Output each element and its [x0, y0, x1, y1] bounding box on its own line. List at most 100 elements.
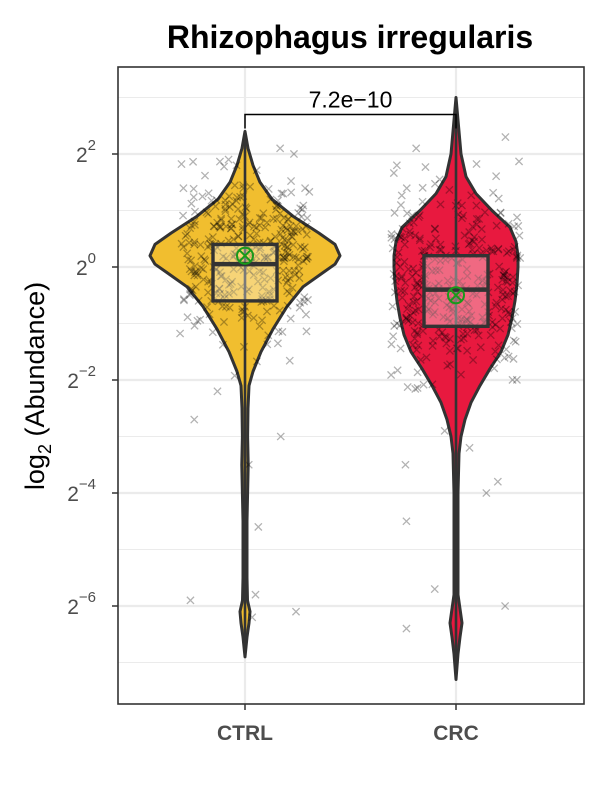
jitter-point-crc: [428, 380, 437, 389]
jitter-point-crc: [499, 271, 508, 280]
y-axis-label-subscript: 2: [35, 444, 55, 454]
jitter-point-crc: [507, 324, 516, 333]
jitter-point-crc: [504, 219, 513, 228]
jitter-point-ctrl: [274, 327, 283, 336]
jitter-point-ctrl: [219, 252, 228, 261]
jitter-point-crc: [469, 355, 478, 365]
jitter-point-ctrl: [203, 242, 213, 251]
jitter-point-crc: [477, 224, 486, 234]
jitter-point-crc: [509, 289, 518, 298]
mean-marker-crc: [447, 286, 465, 305]
jitter-point-crc: [426, 240, 436, 249]
jitter-point-ctrl: [185, 238, 194, 247]
jitter-point-ctrl: [191, 267, 200, 276]
jitter-point-crc: [409, 218, 418, 227]
jitter-point-crc: [405, 219, 414, 228]
jitter-point-crc: [404, 316, 413, 325]
jitter-point-ctrl: [227, 220, 236, 229]
jitter-point-crc: [470, 233, 479, 242]
jitter-point-crc: [482, 488, 491, 498]
jitter-point-ctrl: [288, 283, 297, 292]
jitter-point-crc: [496, 324, 505, 333]
jitter-point-ctrl: [269, 214, 278, 223]
jitter-point-crc: [472, 290, 481, 299]
jitter-point-ctrl: [255, 213, 264, 223]
box-ctrl: [211, 242, 279, 303]
jitter-point-ctrl: [279, 257, 288, 266]
jitter-point-ctrl: [219, 317, 229, 327]
jitter-point-ctrl: [234, 204, 243, 214]
jitter-point-ctrl: [283, 287, 292, 296]
jitter-point-crc: [389, 269, 398, 279]
jitter-point-crc: [409, 292, 418, 301]
jitter-point-ctrl: [255, 322, 264, 331]
jitter-point-crc: [509, 336, 518, 345]
jitter-point-ctrl: [217, 272, 226, 281]
jitter-point-ctrl: [252, 357, 261, 366]
jitter-point-crc: [511, 307, 520, 316]
jitter-point-crc: [494, 341, 503, 350]
jitter-point-crc: [510, 242, 519, 251]
jitter-point-ctrl: [296, 242, 305, 251]
mean-marker-ctrl: [236, 246, 254, 265]
jitter-point-crc: [389, 168, 398, 178]
jitter-point-ctrl: [302, 327, 311, 336]
jitter-point-ctrl: [283, 215, 292, 224]
jitter-point-ctrl: [262, 218, 272, 227]
jitter-point-crc: [457, 305, 466, 314]
jitter-point-ctrl: [216, 222, 225, 231]
jitter-point-ctrl: [282, 253, 291, 262]
jitter-point-ctrl: [255, 221, 264, 230]
violins: [148, 96, 520, 681]
jitter-point-crc: [408, 272, 417, 281]
jitter-point-crc: [457, 201, 466, 210]
jitter-point-crc: [468, 222, 477, 231]
jitter-point-crc: [415, 234, 424, 243]
jitter-point-crc: [457, 315, 466, 324]
jitter-point-crc: [440, 426, 449, 435]
jitter-point-crc: [408, 211, 417, 220]
jitter-point-crc: [431, 266, 441, 275]
jitter-point-crc: [465, 443, 474, 452]
jitter-point-crc: [422, 353, 431, 362]
bracket-line: [244, 113, 457, 129]
jitter-point-crc: [435, 245, 444, 254]
jitter-point-crc: [424, 304, 433, 314]
y-tick-label: 2−2: [67, 363, 96, 393]
jitter-point-crc: [424, 294, 433, 303]
jitter-point-ctrl: [258, 316, 267, 325]
jitter-point-ctrl: [179, 296, 189, 305]
jitter-point-ctrl: [235, 215, 244, 224]
jitter-point-crc: [414, 212, 423, 222]
jitter-point-crc: [409, 264, 418, 273]
jitter-point-ctrl: [185, 265, 194, 274]
jitter-point-ctrl: [198, 192, 207, 201]
jitter-point-crc: [512, 213, 522, 222]
jitter-point-ctrl: [216, 223, 225, 232]
jitter-point-crc: [413, 280, 422, 289]
jitter-point-crc: [506, 317, 515, 327]
jitter-point-crc: [486, 331, 495, 340]
jitter-point-ctrl: [303, 252, 313, 261]
jitter-point-crc: [413, 330, 422, 339]
jitter-point-crc: [472, 159, 481, 169]
jitter-point-crc: [417, 246, 427, 256]
jitter-point-crc: [501, 267, 511, 276]
jitter-point-crc: [443, 361, 452, 370]
jitter-point-ctrl: [179, 242, 188, 252]
jitter-point-crc: [402, 313, 411, 322]
jitter-point-ctrl: [232, 161, 241, 170]
jitter-point-crc: [482, 246, 491, 255]
jitter-point-ctrl: [221, 200, 230, 209]
jitter-point-ctrl: [264, 184, 273, 194]
jitter-point-crc: [463, 346, 472, 355]
jitter-point-crc: [387, 370, 396, 380]
jitter-point-ctrl: [193, 316, 202, 325]
jitter-point-ctrl: [244, 285, 253, 294]
jitter-point-ctrl: [273, 339, 282, 348]
jitter-point-crc: [463, 329, 472, 338]
jitter-point-crc: [403, 383, 412, 392]
jitter-point-ctrl: [276, 432, 285, 441]
jitter-point-ctrl: [252, 223, 261, 232]
jitter-point-ctrl: [227, 277, 237, 286]
